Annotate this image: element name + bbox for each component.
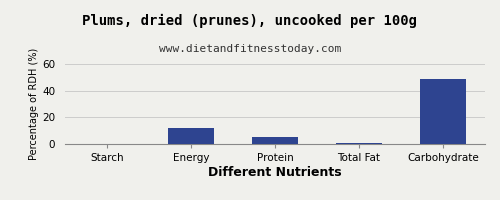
- Text: www.dietandfitnesstoday.com: www.dietandfitnesstoday.com: [159, 44, 341, 54]
- Bar: [168, 128, 214, 144]
- Bar: [336, 143, 382, 144]
- Text: Plums, dried (prunes), uncooked per 100g: Plums, dried (prunes), uncooked per 100g: [82, 14, 417, 28]
- Bar: [252, 137, 298, 144]
- Y-axis label: Percentage of RDH (%): Percentage of RDH (%): [30, 48, 40, 160]
- Bar: [420, 79, 466, 144]
- X-axis label: Different Nutrients: Different Nutrients: [208, 166, 342, 179]
